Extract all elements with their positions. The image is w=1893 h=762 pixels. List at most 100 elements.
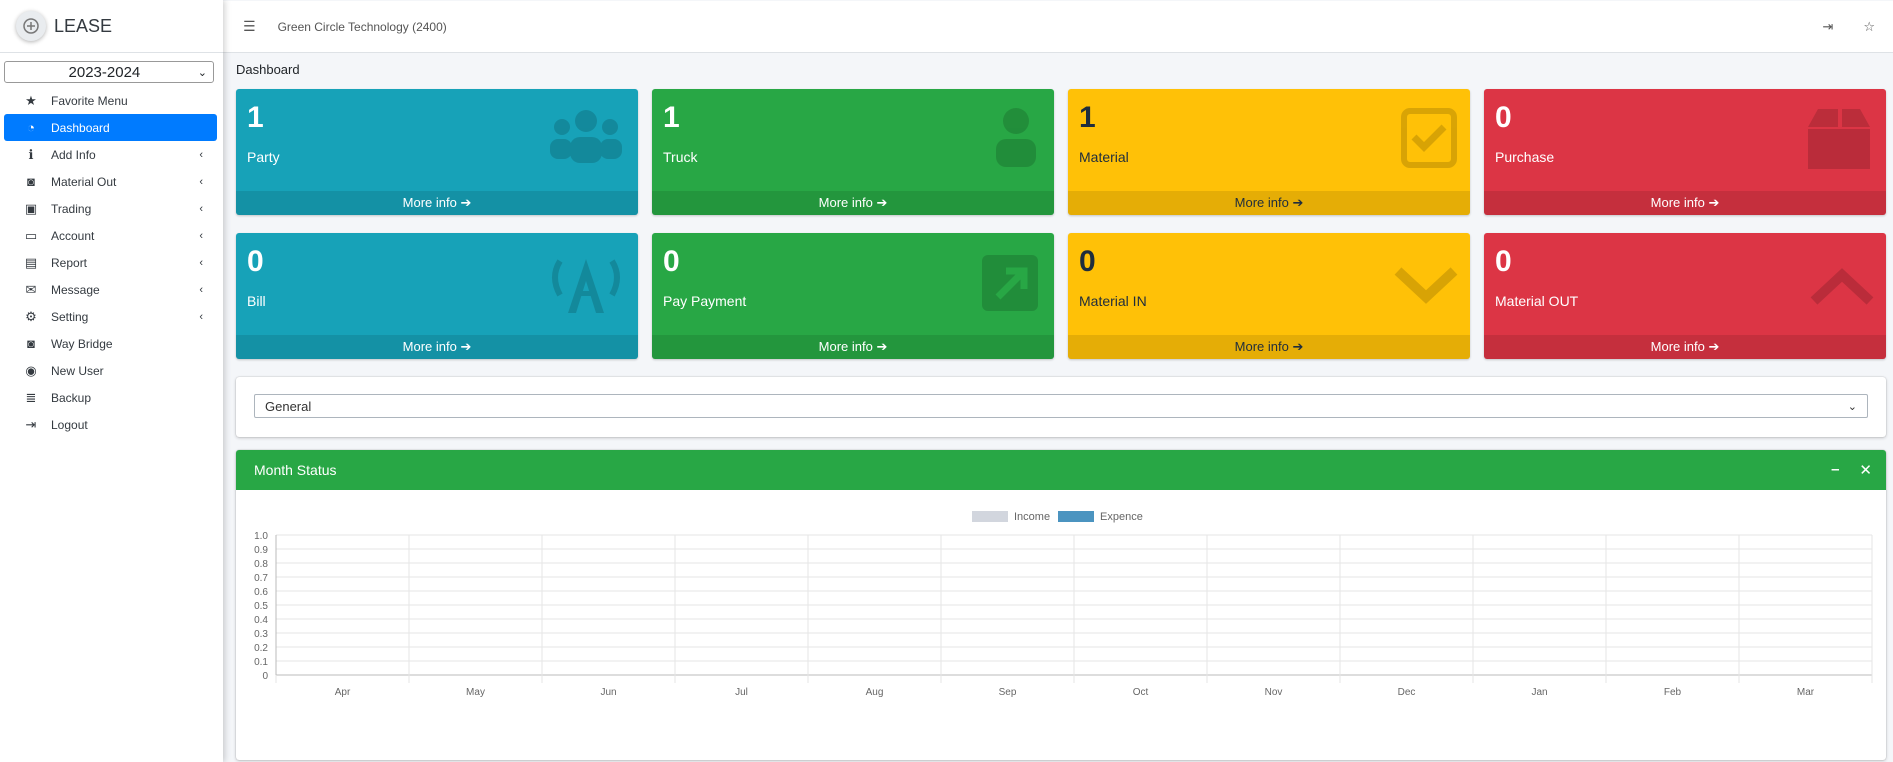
legend-swatch (972, 511, 1008, 522)
info-box-pay-payment: 0 Pay Payment More info ➔ (652, 233, 1054, 359)
sidebar-item-backup[interactable]: ≣ Backup (4, 384, 217, 411)
info-box-material: 1 Material More info ➔ (1068, 89, 1470, 215)
y-tick-label: 0.4 (254, 615, 268, 626)
filter-card: General ⌄ (236, 377, 1886, 437)
sidebar-item-account[interactable]: ▭ Account ‹ (4, 222, 217, 249)
info-box-material-in: 0 Material IN More info ➔ (1068, 233, 1470, 359)
chevron-left-icon: ‹ (199, 148, 203, 161)
box-count: 1 (663, 101, 680, 134)
sidebar-item-message[interactable]: ✉ Message ‹ (4, 276, 217, 303)
sidebar-item-setting[interactable]: ⚙ Setting ‹ (4, 303, 217, 330)
sidebar-item-dashboard[interactable]: ◔ Dashboard (4, 114, 217, 141)
sidebar-item-label: Backup (51, 390, 92, 405)
weight-icon: ◙ (27, 174, 35, 189)
database-icon: ≣ (25, 389, 37, 405)
chevron-left-icon: ‹ (199, 283, 203, 296)
sidebar-item-logout[interactable]: ⇥ Logout (4, 411, 217, 438)
sidebar-item-favorite-menu[interactable]: ★ Favorite Menu (4, 87, 217, 114)
box-label: Truck (663, 149, 698, 165)
more-info-link[interactable]: More info ➔ (1068, 335, 1470, 359)
chart-body: Income Expence 0 0.1 0.2 0.3 0.4 0.5 0.6 0.7 0.8 0.… (236, 490, 1886, 760)
money-icon: ▭ (24, 227, 38, 243)
chevron-down-icon (1378, 251, 1458, 315)
x-tick-label: Jul (735, 687, 748, 698)
month-status-chart: Income Expence 0 0.1 0.2 0.3 0.4 0.5 0.6 0.7 0.8 0.… (254, 511, 1873, 698)
y-tick-label: 0 (262, 671, 268, 682)
y-tick-label: 0.6 (254, 587, 268, 598)
x-tick-label: Aug (866, 687, 884, 698)
year-select[interactable]: 2023-2024 ⌄ (4, 61, 214, 83)
legend-label: Expence (1100, 511, 1143, 523)
more-info-link[interactable]: More info ➔ (652, 335, 1054, 359)
sidebar-item-label: Logout (51, 417, 88, 432)
box-label: Material (1079, 149, 1129, 165)
general-select-value: General (265, 398, 312, 414)
month-status-header: Month Status – ✕ (236, 450, 1886, 490)
star-icon: ★ (25, 92, 37, 108)
general-select[interactable]: General ⌄ (254, 394, 1868, 418)
more-info-link[interactable]: More info ➔ (1484, 191, 1886, 215)
more-info-link[interactable]: More info ➔ (1484, 335, 1886, 359)
box-count: 0 (663, 245, 680, 278)
close-icon[interactable]: ✕ (1859, 462, 1872, 479)
y-tick-label: 0.3 (254, 629, 268, 640)
box-count: 0 (247, 245, 264, 278)
more-info-link[interactable]: More info ➔ (1068, 191, 1470, 215)
month-status-title: Month Status (254, 462, 337, 478)
sidebar-item-trading[interactable]: ▣ Trading ‹ (4, 195, 217, 222)
user-circle-icon: ◉ (25, 362, 37, 378)
sidebar-item-label: Dashboard (51, 120, 110, 135)
box-icon (1794, 107, 1874, 171)
info-box-party: 1 Party More info ➔ (236, 89, 638, 215)
sidebar-item-label: Setting (51, 309, 89, 324)
box-label: Party (247, 149, 280, 165)
more-info-link[interactable]: More info ➔ (236, 335, 638, 359)
more-info-link[interactable]: More info ➔ (652, 191, 1054, 215)
minus-icon[interactable]: – (1831, 461, 1840, 478)
x-tick-label: Oct (1133, 687, 1149, 698)
sidebar-item-label: Add Info (51, 147, 96, 162)
info-box-purchase: 0 Purchase More info ➔ (1484, 89, 1886, 215)
sidebar-item-add-info[interactable]: ℹ Add Info ‹ (4, 141, 217, 168)
hamburger-icon[interactable]: ☰ (243, 18, 256, 34)
box-label: Material IN (1079, 293, 1147, 309)
chevron-left-icon: ‹ (199, 310, 203, 323)
tachometer-icon: ◔ (27, 120, 35, 135)
sidebar-item-material-out[interactable]: ◙ Material Out ‹ (4, 168, 217, 195)
x-tick-label: May (466, 687, 485, 698)
chevron-down-icon: ⌄ (1847, 400, 1857, 413)
box-count: 0 (1495, 245, 1512, 278)
chevron-left-icon: ‹ (199, 256, 203, 269)
y-tick-label: 0.7 (254, 573, 268, 584)
y-tick-label: 0.1 (254, 657, 268, 668)
info-box-truck: 1 Truck More info ➔ (652, 89, 1054, 215)
sidebar-item-label: Account (51, 228, 95, 243)
y-tick-label: 0.8 (254, 559, 268, 570)
x-tick-label: Apr (335, 687, 351, 698)
sidebar-item-label: Message (51, 282, 100, 297)
star-outline-icon[interactable]: ☆ (1863, 18, 1875, 34)
y-tick-label: 1.0 (254, 531, 268, 542)
brand[interactable]: LEASE (0, 0, 223, 53)
sidebar-item-new-user[interactable]: ◉ New User (4, 357, 217, 384)
chevron-down-icon: ⌄ (197, 66, 207, 79)
sidebar-item-way-bridge[interactable]: ◙ Way Bridge (4, 330, 217, 357)
x-tick-label: Jun (600, 687, 616, 698)
sidebar-item-label: New User (51, 363, 104, 378)
file-icon: ▤ (24, 254, 38, 270)
box-label: Bill (247, 293, 266, 309)
more-info-link[interactable]: More info ➔ (236, 191, 638, 215)
top-navbar: ☰ Green Circle Technology (2400) ⇥ ☆ (223, 1, 1893, 53)
sign-out-icon[interactable]: ⇥ (1822, 18, 1834, 34)
gears-icon: ⚙ (25, 308, 37, 324)
sign-out-icon: ⇥ (25, 416, 37, 432)
y-tick-label: 0.2 (254, 643, 268, 654)
weight-icon: ◙ (27, 336, 35, 351)
box-label: Purchase (1495, 149, 1555, 165)
sidebar-item-report[interactable]: ▤ Report ‹ (4, 249, 217, 276)
info-box-bill: 0 Bill More info ➔ (236, 233, 638, 359)
y-tick-label: 0.9 (254, 545, 268, 556)
chevron-left-icon: ‹ (199, 175, 203, 188)
x-tick-label: Feb (1664, 687, 1682, 698)
info-boxes: 1 Party More info ➔ 1 Truck More info ➔ 1 Mater… (236, 89, 1886, 359)
